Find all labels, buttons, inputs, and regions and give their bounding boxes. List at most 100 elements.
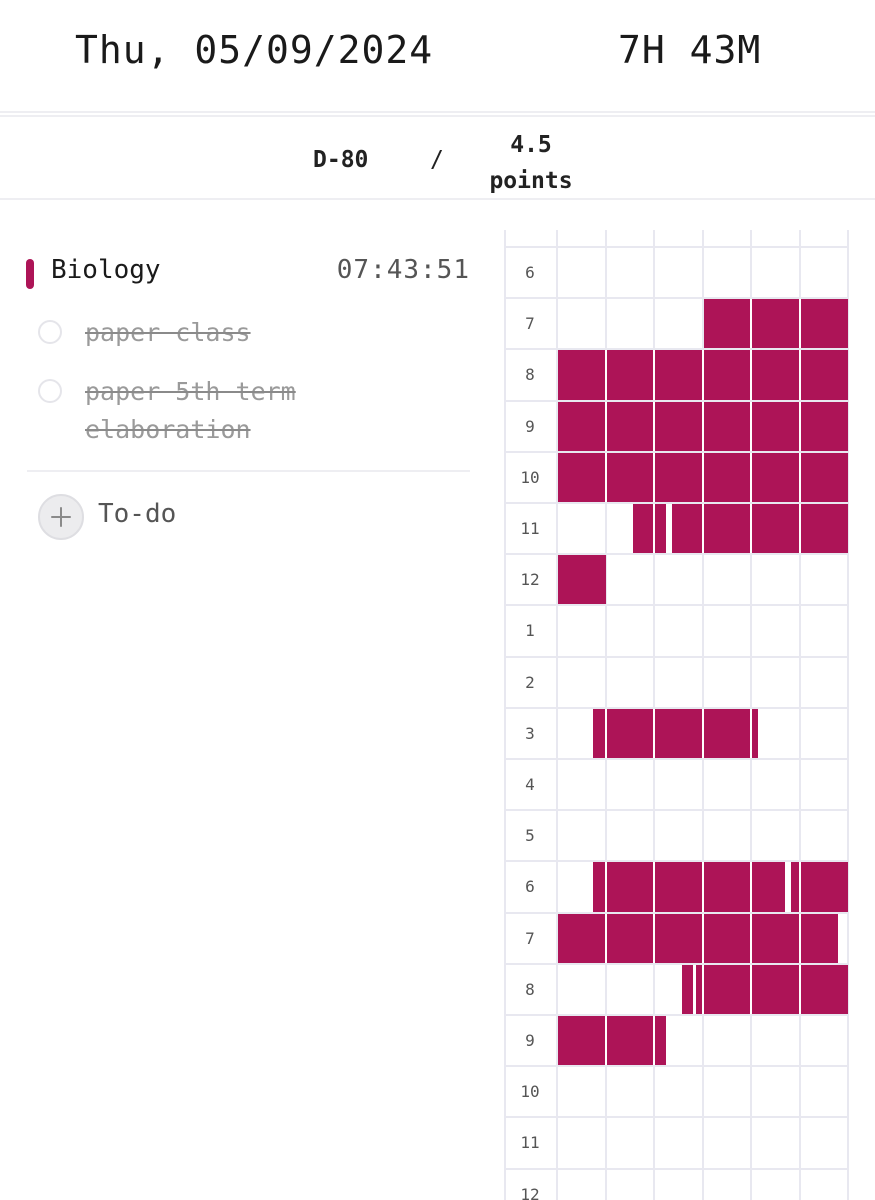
slot-divider (701, 913, 704, 963)
hour-label: 11 (520, 1133, 540, 1153)
slot-divider (750, 913, 752, 963)
grid-line-horizontal (504, 1065, 847, 1068)
todo-item[interactable]: paper class (38, 314, 468, 354)
hour-label: 8 (525, 365, 535, 385)
todo-item[interactable]: paper 5th term elaboration (38, 373, 468, 453)
grid-line-horizontal (504, 399, 847, 402)
total-study-time: 7H 43M (618, 28, 762, 72)
day-header: Thu, 05/09/2024 7H 43M (0, 0, 875, 113)
hour-label: 4 (525, 775, 535, 794)
hour-label: 10 (520, 467, 540, 487)
slot-divider (750, 350, 752, 400)
slot-divider (750, 862, 752, 912)
slot-divider (750, 299, 752, 349)
study-session-block[interactable] (558, 555, 606, 605)
hour-label: 9 (525, 1031, 535, 1050)
stats-bar: D-80 / 4.5 points (0, 115, 875, 200)
grid-line-vertical (798, 230, 801, 1200)
todo-text: paper 5th term elaboration (85, 377, 296, 444)
slot-divider (653, 504, 655, 554)
stats-separator: / (430, 147, 444, 173)
dday-counter[interactable]: D-80 (313, 147, 369, 173)
hour-label: 9 (525, 416, 535, 436)
hour-label: 1 (525, 621, 535, 641)
study-session-block[interactable] (671, 504, 848, 554)
hour-label: 3 (525, 723, 535, 743)
subject-row[interactable]: Biology 07:43:51 (26, 252, 470, 292)
slot-divider (701, 504, 704, 554)
timetable-grid[interactable]: 6 7 8 9 10 11 12 1 2 3 4 5 6 7 8 9 10 11 12 (504, 230, 849, 1200)
study-session-block[interactable] (633, 504, 667, 554)
subject-timer: 07:43:51 (336, 255, 470, 285)
slot-divider (653, 401, 655, 451)
slot-divider (653, 452, 655, 502)
study-session-block[interactable] (592, 708, 759, 758)
divider (27, 470, 470, 472)
plus-icon[interactable] (38, 494, 84, 540)
slot-divider (701, 350, 704, 400)
grid-line-vertical (504, 230, 506, 1200)
study-session-block[interactable] (558, 1016, 667, 1066)
grid-line-horizontal (504, 809, 847, 812)
points-display[interactable]: 4.5 points (480, 127, 582, 199)
hour-label: 6 (525, 877, 535, 897)
hour-label: 5 (525, 826, 535, 846)
slot-divider (750, 452, 752, 502)
study-session-block[interactable] (681, 964, 693, 1014)
hour-label: 12 (520, 570, 540, 590)
hour-label: 2 (525, 672, 535, 692)
slot-divider (798, 862, 801, 912)
slot-divider (701, 708, 704, 758)
study-session-block[interactable] (592, 862, 785, 912)
grid-line-vertical (556, 230, 558, 1200)
grid-line-horizontal (504, 655, 847, 658)
study-session-block[interactable] (558, 913, 839, 963)
subject-color-bar (26, 259, 34, 289)
grid-line-horizontal (504, 450, 847, 453)
hour-label: 7 (525, 314, 535, 334)
hour-label: 6 (525, 263, 535, 282)
slot-divider (604, 350, 607, 400)
add-todo-button[interactable]: To-do (38, 494, 338, 540)
grid-line-horizontal (504, 348, 847, 351)
grid-line-horizontal (504, 502, 847, 504)
slot-divider (653, 350, 655, 400)
slot-divider (701, 452, 704, 502)
subject-name: Biology (51, 255, 161, 285)
grid-line-horizontal (504, 962, 847, 965)
slot-divider (701, 862, 704, 912)
slot-divider (798, 401, 801, 451)
grid-line-horizontal (504, 1116, 847, 1119)
slot-divider (653, 1016, 655, 1066)
slot-divider (604, 708, 607, 758)
hour-label: 7 (525, 928, 535, 948)
todo-checkbox[interactable] (38, 379, 62, 403)
slot-divider (750, 708, 752, 758)
grid-line-horizontal (504, 297, 847, 300)
grid-line-horizontal (504, 1167, 847, 1170)
slot-divider (750, 504, 752, 554)
todo-checkbox[interactable] (38, 320, 62, 344)
slot-divider (798, 964, 801, 1014)
hour-label: 11 (520, 519, 540, 538)
slot-divider (653, 708, 655, 758)
slot-divider (604, 452, 607, 502)
study-session-block[interactable] (703, 299, 848, 349)
hour-label: 8 (525, 979, 535, 999)
slot-divider (798, 299, 801, 349)
grid-line-vertical (847, 230, 849, 1200)
grid-line-horizontal (504, 860, 847, 863)
grid-line-horizontal (504, 1014, 847, 1016)
grid-line-horizontal (504, 604, 847, 607)
slot-divider (798, 913, 801, 963)
slot-divider (798, 452, 801, 502)
hour-label: 10 (520, 1082, 540, 1102)
slot-divider (750, 401, 752, 451)
slot-divider (604, 401, 607, 451)
date-label[interactable]: Thu, 05/09/2024 (75, 28, 434, 72)
study-session-block[interactable] (696, 964, 848, 1014)
points-value: 4.5 (510, 132, 552, 158)
grid-line-horizontal (504, 911, 847, 914)
slot-divider (701, 401, 704, 451)
